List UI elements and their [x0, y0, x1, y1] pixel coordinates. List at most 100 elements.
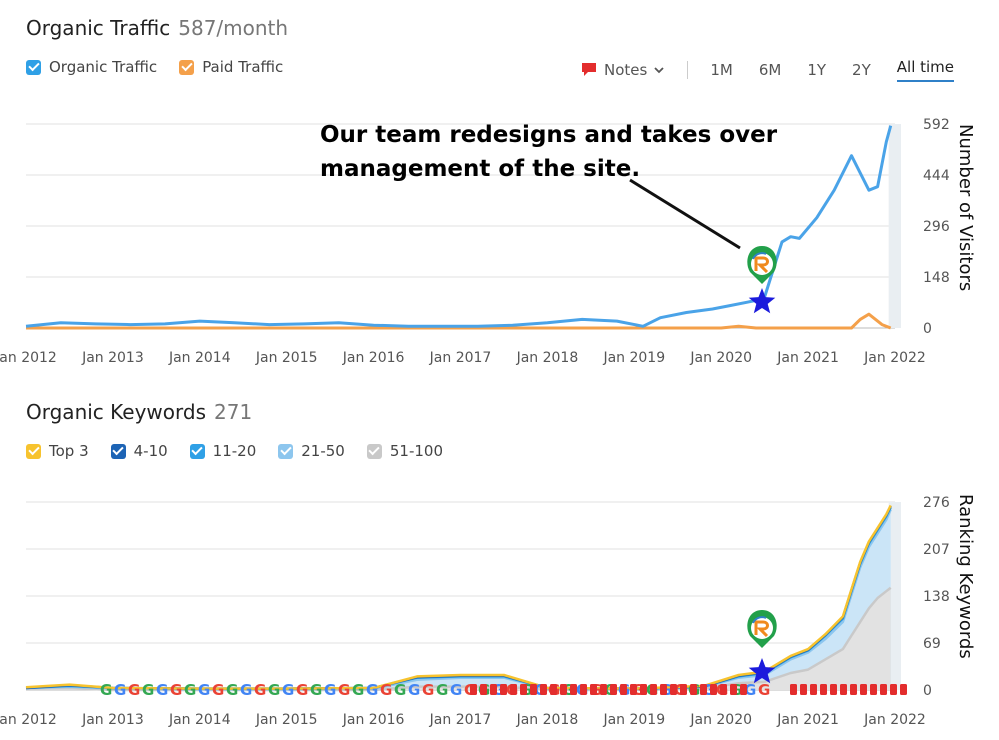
note-flag-icon — [690, 684, 697, 695]
traffic-star-icon — [748, 288, 776, 314]
traffic-y-axis-label: Number of Visitors — [955, 124, 976, 292]
google-update-icon: G — [240, 681, 252, 699]
keywords-chart: 0 69 138 207 276 Jan 2012 Jan 2013 Jan 2014 Jan … — [0, 495, 950, 728]
google-update-icon: G — [450, 681, 462, 699]
traffic-x-tick-label: Jan 2013 — [81, 350, 144, 366]
legend-4-10[interactable]: 4-10 — [110, 442, 168, 460]
checkbox-icon[interactable] — [278, 443, 294, 459]
keywords-x-tick-label: Jan 2018 — [516, 712, 579, 728]
traffic-x-tick-label: Jan 2022 — [863, 350, 926, 366]
note-flag-icon — [880, 684, 887, 695]
traffic-title: Organic Traffic 587/month — [26, 16, 288, 40]
legend-51-100[interactable]: 51-100 — [366, 442, 443, 460]
traffic-y-tick-label: 592 — [923, 117, 950, 133]
keywords-x-tick-label: Jan 2019 — [602, 712, 665, 728]
note-flag-icon — [570, 684, 577, 695]
divider — [687, 61, 689, 79]
keywords-logo-pin-icon — [747, 610, 777, 648]
legend-organic-traffic[interactable]: Organic Traffic — [26, 58, 157, 76]
keywords-x-tick-label: Jan 2020 — [689, 712, 752, 728]
legend-top3[interactable]: Top 3 — [26, 442, 89, 460]
google-update-icon: G — [100, 681, 112, 699]
google-update-icon: G — [282, 681, 294, 699]
traffic-series-paid-traffic — [26, 312, 892, 330]
note-flag-icon — [540, 684, 547, 695]
range-all-time[interactable]: All time — [896, 58, 955, 82]
google-update-icon: G — [310, 681, 322, 699]
traffic-x-tick-label: Jan 2016 — [342, 350, 405, 366]
legend-label: 4-10 — [133, 442, 168, 460]
chevron-down-icon — [654, 67, 664, 74]
keywords-x-tick-label: Jan 2015 — [255, 712, 318, 728]
keywords-x-tick-label: Jan 2012 — [0, 712, 57, 728]
note-flag-icon — [560, 684, 567, 695]
keywords-y-tick-label: 138 — [923, 589, 950, 605]
legend-paid-traffic[interactable]: Paid Traffic — [179, 58, 283, 76]
notes-dropdown[interactable]: Notes — [580, 61, 665, 79]
legend-11-20[interactable]: 11-20 — [189, 442, 256, 460]
note-flag-icon — [830, 684, 837, 695]
traffic-current-band — [888, 124, 901, 328]
note-flag-icon — [530, 684, 537, 695]
traffic-logo-pin-icon — [747, 246, 777, 284]
legend-label: Top 3 — [49, 442, 89, 460]
traffic-y-tick-label: 296 — [923, 219, 950, 235]
google-update-icon: G — [380, 681, 392, 699]
keywords-title-text: Organic Keywords — [26, 400, 206, 424]
checkbox-icon[interactable] — [179, 59, 195, 75]
note-flag-icon — [860, 684, 867, 695]
keywords-x-tick-label: Jan 2014 — [168, 712, 231, 728]
traffic-x-tick-label: Jan 2019 — [602, 350, 665, 366]
traffic-x-tick-label: Jan 2017 — [429, 350, 492, 366]
range-2y[interactable]: 2Y — [852, 61, 871, 79]
note-flag-icon — [800, 684, 807, 695]
google-update-icon: G — [254, 681, 266, 699]
range-6m[interactable]: 6M — [758, 61, 782, 79]
note-flag-icon — [670, 684, 677, 695]
keywords-y-tick-label: 276 — [923, 495, 950, 511]
note-flag-icon — [900, 684, 907, 695]
time-controls: Notes 1M 6M 1Y 2Y All time — [580, 58, 955, 82]
google-update-icon: G — [170, 681, 182, 699]
checkbox-icon[interactable] — [189, 443, 205, 459]
checkbox-icon[interactable] — [26, 59, 41, 75]
traffic-metric: 587/month — [178, 16, 289, 40]
note-flag-icon — [840, 684, 847, 695]
note-flag-icon — [580, 684, 587, 695]
note-flag-icon — [550, 684, 557, 695]
legend-21-50[interactable]: 21-50 — [278, 442, 345, 460]
traffic-y-tick-label: 0 — [923, 321, 932, 337]
keywords-x-tick-label: Jan 2022 — [863, 712, 926, 728]
traffic-series-organic-traffic — [25, 125, 893, 328]
annotation-line-1: Our team redesigns and takes over — [320, 122, 778, 148]
note-flag-icon — [620, 684, 627, 695]
range-1m[interactable]: 1M — [710, 61, 733, 79]
keywords-x-tick-label: Jan 2017 — [429, 712, 492, 728]
google-update-icon: G — [184, 681, 196, 699]
google-update-icon: G — [268, 681, 280, 699]
note-flag-icon — [820, 684, 827, 695]
note-flag-icon — [850, 684, 857, 695]
range-1y[interactable]: 1Y — [807, 61, 827, 79]
checkbox-icon[interactable] — [26, 443, 41, 459]
keywords-y-tick-label: 0 — [923, 683, 932, 699]
keywords-area-51-100 — [26, 587, 891, 690]
google-update-icon: G — [422, 681, 434, 699]
google-update-icon: G — [744, 681, 756, 699]
google-update-icon: G — [212, 681, 224, 699]
legend-label: 21-50 — [301, 442, 345, 460]
google-update-icon: G — [226, 681, 238, 699]
notes-label: Notes — [604, 61, 648, 79]
google-update-icon: G — [758, 681, 770, 699]
keywords-y-axis-label: Ranking Keywords — [955, 494, 976, 659]
note-flag-icon — [720, 684, 727, 695]
keywords-y-tick-label: 69 — [923, 636, 941, 652]
traffic-x-tick-label: Jan 2020 — [689, 350, 752, 366]
traffic-title-text: Organic Traffic — [26, 16, 171, 40]
note-flag-icon — [610, 684, 617, 695]
legend-label: Paid Traffic — [202, 58, 284, 76]
checkbox-icon[interactable] — [110, 443, 126, 459]
legend-label: Organic Traffic — [49, 58, 158, 76]
traffic-x-tick-label: Jan 2021 — [776, 350, 839, 366]
checkbox-icon[interactable] — [366, 443, 382, 459]
